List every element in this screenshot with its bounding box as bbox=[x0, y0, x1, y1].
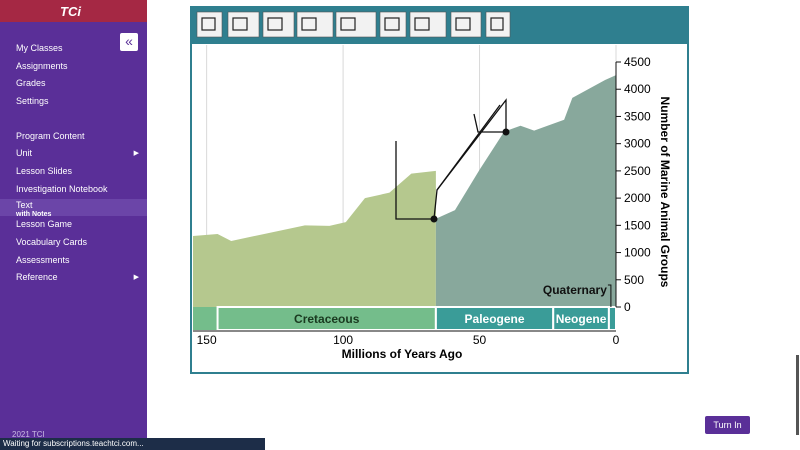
scrollbar bbox=[796, 355, 799, 435]
menu-item[interactable]: Assessments bbox=[0, 252, 147, 270]
menu-item[interactable]: Lesson Slides bbox=[0, 163, 147, 181]
toolbar bbox=[192, 8, 687, 44]
tool-icon bbox=[201, 17, 216, 31]
period-band-base bbox=[193, 307, 616, 330]
menu-label: Reference bbox=[16, 272, 58, 283]
menu-item[interactable]: Unit ▶ bbox=[0, 145, 147, 163]
collapse-button[interactable]: « bbox=[120, 33, 138, 51]
frame bbox=[190, 6, 689, 374]
sidebar: TCi « My Classes Assignments Grades Setting… bbox=[0, 0, 147, 450]
menu-item[interactable]: My Classes bbox=[0, 40, 147, 58]
tool-button[interactable] bbox=[296, 11, 334, 38]
tool-button[interactable] bbox=[379, 11, 407, 38]
menu-item[interactable]: Investigation Notebook bbox=[0, 181, 147, 199]
y-tick-label: 3500 bbox=[624, 109, 651, 123]
spacer bbox=[0, 111, 147, 128]
y-tick-label: 500 bbox=[624, 273, 644, 287]
menu-label: Grades bbox=[16, 78, 46, 89]
tool-icon bbox=[267, 17, 283, 31]
period-band bbox=[434, 306, 555, 331]
y-tick-label: 4500 bbox=[624, 55, 651, 69]
period-label: Quaternary bbox=[543, 283, 607, 297]
status-bar: Waiting for subscriptions.teachtci.com..… bbox=[0, 438, 265, 450]
y-axis-title: Number of Marine Animal Groups bbox=[658, 97, 672, 288]
x-tick-label: 0 bbox=[613, 333, 620, 347]
annotation bbox=[436, 104, 501, 191]
menu-sublabel: with Notes bbox=[16, 210, 52, 218]
tool-icon bbox=[301, 17, 317, 31]
menu-item[interactable]: Text with Notes bbox=[0, 198, 147, 218]
tool-button[interactable] bbox=[262, 11, 295, 38]
y-tick-label: 1000 bbox=[624, 246, 651, 260]
x-tick-label: 150 bbox=[197, 333, 217, 347]
period-label: Cretaceous bbox=[294, 312, 360, 326]
area bbox=[435, 75, 616, 307]
period-label: Paleogene bbox=[465, 312, 525, 326]
menu-label: My Classes bbox=[16, 43, 63, 53]
menu-label: Text bbox=[16, 199, 33, 210]
menu-label: Assessments bbox=[16, 254, 70, 265]
area bbox=[193, 170, 436, 307]
menu-item[interactable]: Grades bbox=[0, 75, 147, 93]
tool-button[interactable] bbox=[335, 11, 377, 38]
menu-label: Unit bbox=[16, 148, 33, 159]
y-tick-label: 0 bbox=[624, 300, 631, 314]
menu-label: Vocabulary Cards bbox=[16, 236, 88, 247]
period-label: Neogene bbox=[556, 312, 607, 326]
menu-label: Investigation Notebook bbox=[16, 183, 108, 194]
copyright: 2021 TCI bbox=[12, 430, 45, 439]
submenu-arrow: ▶ bbox=[133, 150, 139, 158]
tool-button[interactable] bbox=[409, 11, 447, 38]
period-band bbox=[607, 306, 618, 331]
annotation-point bbox=[502, 128, 510, 136]
tool-icon bbox=[455, 17, 471, 31]
submenu-arrow: ▶ bbox=[133, 274, 139, 282]
menu-item[interactable]: Lesson Game bbox=[0, 216, 147, 234]
tool-icon bbox=[340, 17, 356, 31]
menu-label: Program Content bbox=[16, 130, 85, 141]
y-tick-label: 1500 bbox=[624, 218, 651, 232]
menu-label: Lesson Game bbox=[16, 219, 73, 230]
menu-label: Lesson Slides bbox=[16, 166, 73, 177]
tool-icon bbox=[232, 17, 248, 31]
menu-item[interactable]: Reference ▶ bbox=[0, 269, 147, 287]
turn-in-button[interactable]: Turn In bbox=[705, 416, 750, 434]
x-tick-label: 100 bbox=[333, 333, 353, 347]
annotation bbox=[395, 98, 507, 220]
tool-button[interactable] bbox=[227, 11, 260, 38]
tool-button[interactable] bbox=[450, 11, 482, 38]
brand: TCi bbox=[0, 0, 147, 22]
x-tick-label: 50 bbox=[473, 333, 487, 347]
menu-item[interactable]: Vocabulary Cards bbox=[0, 234, 147, 252]
period-band bbox=[552, 306, 610, 331]
tool-button[interactable] bbox=[196, 11, 223, 38]
tool-icon bbox=[490, 17, 504, 31]
y-tick-label: 2500 bbox=[624, 164, 651, 178]
x-axis-title: Millions of Years Ago bbox=[342, 347, 463, 361]
y-tick-label: 4000 bbox=[624, 82, 651, 96]
period-bracket bbox=[607, 284, 612, 307]
period-band bbox=[216, 306, 437, 331]
annotation-point bbox=[430, 215, 438, 223]
menu-item[interactable]: Settings bbox=[0, 93, 147, 111]
menu: My Classes Assignments Grades Settings Progr… bbox=[0, 22, 147, 287]
y-tick-label: 3000 bbox=[624, 137, 651, 151]
menu-label: Settings bbox=[16, 96, 49, 107]
menu-item[interactable]: Assignments bbox=[0, 58, 147, 76]
tool-icon bbox=[414, 17, 430, 31]
menu-item[interactable]: Program Content bbox=[0, 128, 147, 146]
tool-icon bbox=[384, 17, 400, 31]
menu-label: Assignments bbox=[16, 60, 68, 71]
tool-button[interactable] bbox=[485, 11, 511, 38]
y-tick-label: 2000 bbox=[624, 191, 651, 205]
